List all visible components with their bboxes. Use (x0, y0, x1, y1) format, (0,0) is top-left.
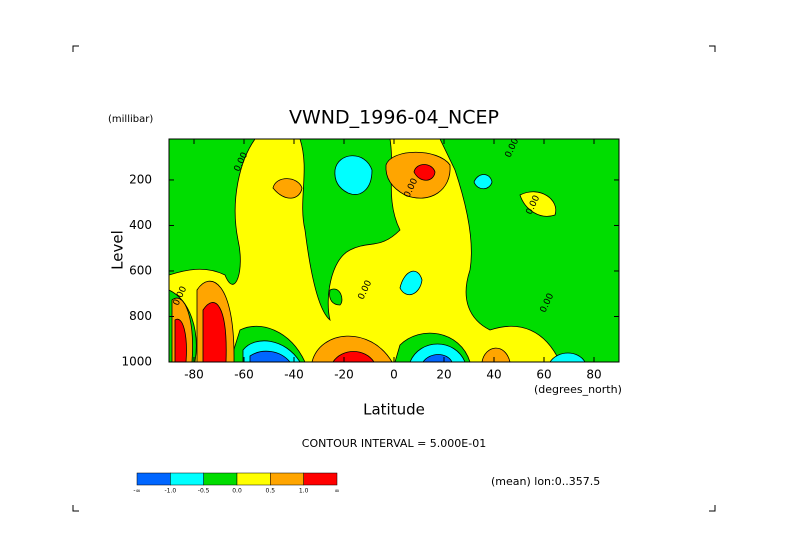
colorbar-label: 0.0 (232, 488, 242, 495)
colorbar-swatch (170, 472, 204, 486)
x-tick-label: -20 (334, 368, 354, 382)
colorbar-label: -1.0 (164, 488, 176, 495)
x-tick-label: 40 (486, 368, 501, 382)
x-axis-label: Latitude (363, 401, 425, 419)
y-unit: (millibar) (108, 114, 153, 125)
colorbar-label: ∞ (335, 488, 340, 495)
y-tick-label: 800 (129, 309, 152, 323)
y-tick-label: 400 (129, 218, 152, 232)
x-tick-label: -80 (184, 368, 204, 382)
y-axis-label: Level (109, 230, 127, 270)
x-tick-label: 0 (390, 368, 398, 382)
x-unit: (degrees_north) (534, 383, 622, 396)
y-tick-label: 200 (129, 172, 152, 186)
x-tick-label: 60 (536, 368, 551, 382)
corner-marks (72, 45, 716, 512)
colorbar-label: 1.0 (299, 488, 309, 495)
colorbar-swatch (303, 472, 338, 486)
x-tick-label: -60 (234, 368, 254, 382)
x-tick-label: 20 (436, 368, 451, 382)
chart-title: VWND_1996-04_NCEP (289, 107, 499, 129)
colorbar-label: -∞ (133, 488, 140, 495)
contour-interval: CONTOUR INTERVAL = 5.000E-01 (302, 437, 486, 450)
colorbar-swatch (203, 472, 238, 486)
colorbar-label: 0.5 (266, 488, 276, 495)
colorbar-swatch (270, 472, 304, 486)
note: (mean) lon:0..357.5 (491, 475, 600, 488)
colorbar-label: -0.5 (198, 488, 210, 495)
x-tick-label: 80 (586, 368, 601, 382)
y-tick-label: 600 (129, 263, 152, 277)
contour-fills (169, 139, 619, 362)
colorbar-swatch (236, 472, 271, 486)
colorbar-swatch (136, 472, 171, 486)
y-tick-label: 1000 (121, 355, 152, 369)
x-tick-label: -40 (284, 368, 304, 382)
